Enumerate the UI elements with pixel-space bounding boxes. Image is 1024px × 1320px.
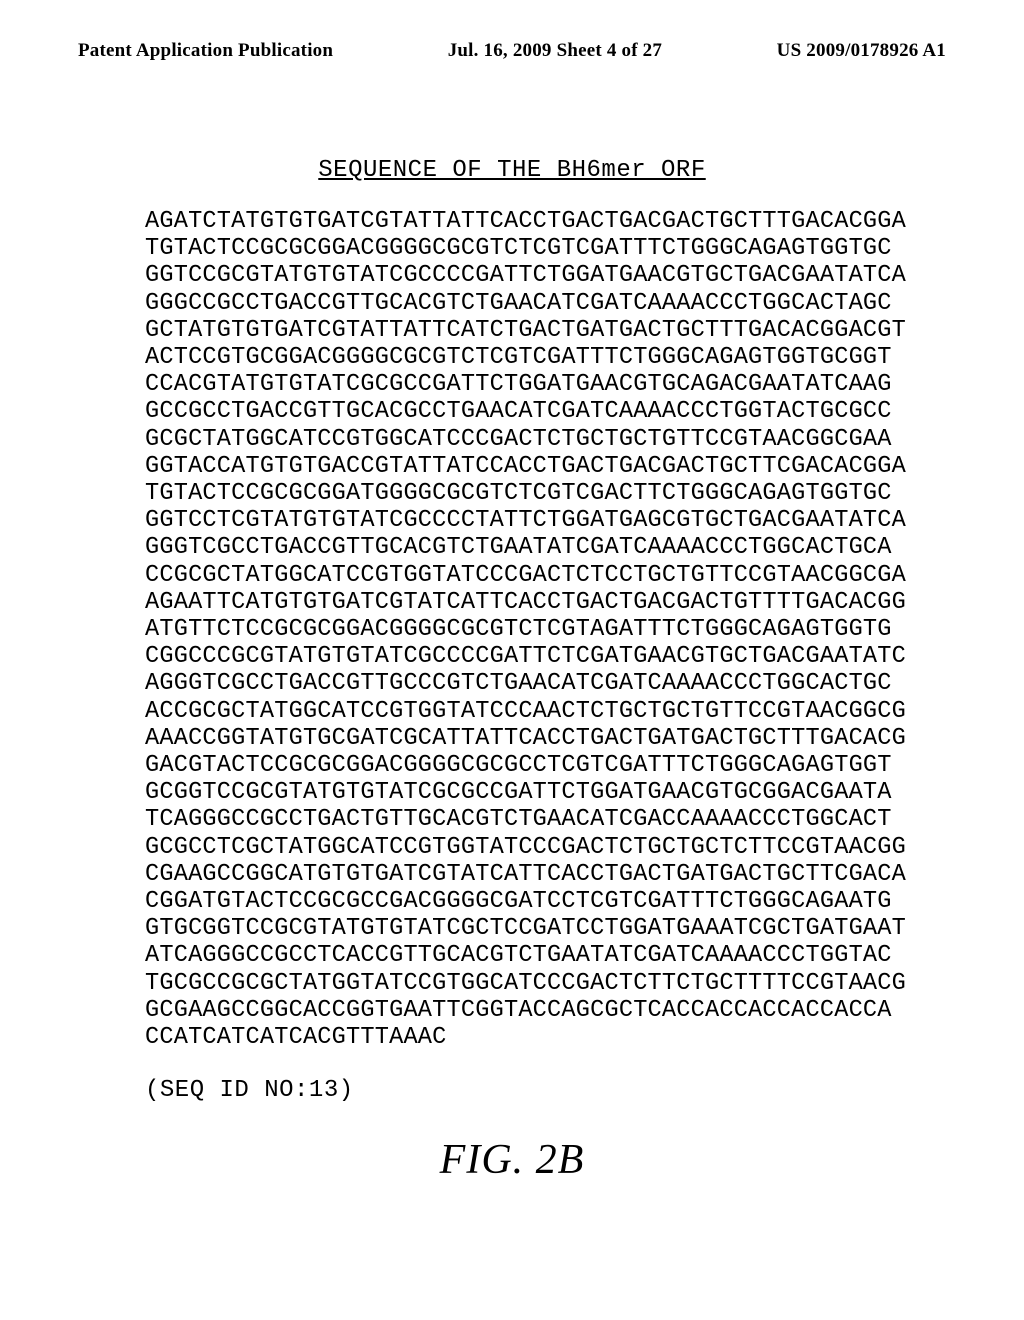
sequence-block: AGATCTATGTGTGATCGTATTATTCACCTGACTGACGACT… <box>145 208 946 1051</box>
sequence-title: SEQUENCE OF THE BH6mer ORF <box>78 157 946 184</box>
page-header: Patent Application Publication Jul. 16, … <box>78 40 946 62</box>
seq-id-label: (SEQ ID NO:13) <box>145 1077 946 1104</box>
figure-label: FIG. 2B <box>78 1136 946 1184</box>
header-left: Patent Application Publication <box>78 40 333 62</box>
header-center: Jul. 16, 2009 Sheet 4 of 27 <box>333 40 777 62</box>
header-right: US 2009/0178926 A1 <box>777 40 946 62</box>
page: Patent Application Publication Jul. 16, … <box>0 0 1024 1320</box>
